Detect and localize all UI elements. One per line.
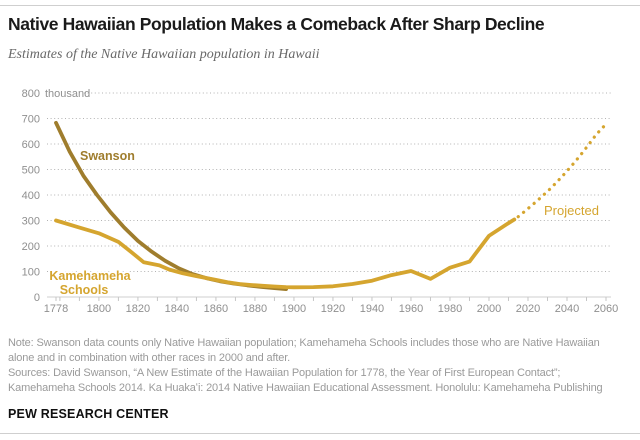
x-tick-label: 1940 — [360, 303, 384, 315]
series-line-projected — [516, 122, 608, 219]
page-title: Native Hawaiian Population Makes a Comeb… — [8, 14, 545, 34]
x-tick-label: 1980 — [438, 303, 462, 315]
y-tick-label: 500 — [22, 165, 40, 177]
y-axis-unit: thousand — [45, 88, 90, 100]
series-label-kamehameha-line2: Schools — [60, 283, 109, 297]
bottom-divider — [0, 433, 640, 434]
y-tick-label: 300 — [22, 216, 40, 228]
note-line-2: alone and in combination with other race… — [8, 352, 291, 364]
y-tick-label: 0 — [34, 292, 40, 304]
x-tick-label: 2020 — [516, 303, 540, 315]
x-tick-label: 1960 — [399, 303, 423, 315]
x-tick-label: 2060 — [594, 303, 618, 315]
source-line-2: Kamehameha Schools 2014. Ka Huakaʻi: 201… — [8, 382, 603, 394]
x-tick-label: 1820 — [126, 303, 150, 315]
x-tick-label: 1860 — [204, 303, 228, 315]
y-tick-label: 200 — [22, 241, 40, 253]
top-divider — [0, 5, 640, 6]
chart-notes: Note: Swanson data counts only Native Ha… — [8, 336, 603, 396]
y-tick-label: 800 — [22, 88, 40, 100]
source-line-1: Sources: David Swanson, “A New Estimate … — [8, 367, 561, 379]
series-label-kamehameha-line1: Kamehameha — [49, 269, 131, 283]
y-tick-label: 100 — [22, 267, 40, 279]
y-tick-label: 600 — [22, 139, 40, 151]
x-tick-label: 1880 — [243, 303, 267, 315]
chart-svg: 800 700 600 500 400 300 200 100 0 thousand 1778 180… — [22, 88, 619, 315]
chart-canvas: 800 700 600 500 400 300 200 100 0 thousand 1778 180… — [22, 88, 619, 315]
x-tick-label: 2000 — [477, 303, 501, 315]
series-label-swanson: Swanson — [80, 149, 135, 163]
x-tick-label: 1920 — [321, 303, 345, 315]
y-tick-label: 700 — [22, 114, 40, 126]
page-subtitle: Estimates of the Native Hawaiian populat… — [8, 47, 320, 62]
x-tick-label: 1840 — [165, 303, 189, 315]
x-tick-label: 1778 — [44, 303, 68, 315]
y-tick-label: 400 — [22, 190, 40, 202]
note-line-1: Note: Swanson data counts only Native Ha… — [8, 337, 600, 349]
series-line-kamehameha-schools — [54, 217, 517, 290]
brand-footer: PEW RESEARCH CENTER — [8, 407, 169, 421]
x-tick-label: 1900 — [282, 303, 306, 315]
x-tick-label: 2040 — [555, 303, 579, 315]
x-tick-label: 1800 — [87, 303, 111, 315]
series-line-swanson — [54, 120, 288, 291]
series-label-projected: Projected — [544, 203, 599, 218]
